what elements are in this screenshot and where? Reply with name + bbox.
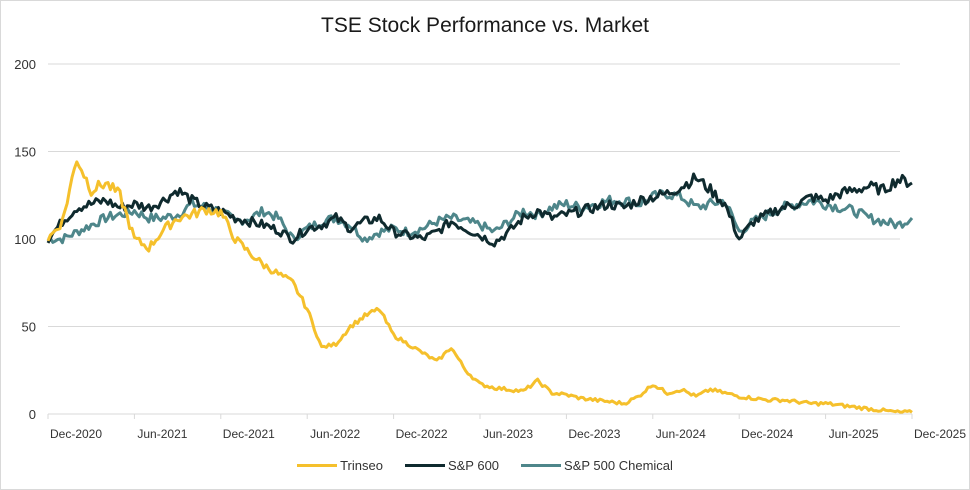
x-tick-label: Jun-2024 [656, 427, 706, 441]
series-line-trinseo [46, 160, 913, 414]
x-tick-label: Dec-2022 [396, 427, 448, 441]
legend-label-sp600: S&P 600 [447, 458, 500, 473]
x-tick-label: Dec-2025 [914, 427, 966, 441]
legend-label-trinseo: Trinseo [340, 458, 383, 473]
legend-item-trinseo: Trinseo [297, 458, 383, 473]
x-tick-label: Jun-2022 [310, 427, 360, 441]
x-tick-label: Dec-2020 [50, 427, 102, 441]
y-tick-label: 200 [14, 57, 36, 72]
x-tick-label: Jun-2021 [137, 427, 187, 441]
y-tick-label: 50 [22, 320, 36, 335]
x-tick-label: Dec-2024 [741, 427, 793, 441]
y-tick-label: 150 [14, 145, 36, 160]
y-tick-label: 100 [14, 232, 36, 247]
x-tick-label: Dec-2023 [568, 427, 620, 441]
x-tick-label: Jun-2023 [483, 427, 533, 441]
legend-swatch-sp500-chemical [521, 464, 562, 467]
legend-item-sp600: S&P 600 [404, 458, 500, 473]
y-tick-label: 0 [29, 407, 36, 422]
chart-legend: Trinseo S&P 600 S&P 500 Chemical [0, 458, 970, 473]
legend-item-sp500-chemical: S&P 500 Chemical [521, 458, 673, 473]
legend-swatch-sp600 [404, 464, 445, 467]
x-tick-label: Jun-2025 [829, 427, 879, 441]
x-tick-label: Dec-2021 [223, 427, 275, 441]
series-line-s-p-600 [46, 172, 913, 248]
legend-swatch-trinseo [297, 464, 338, 467]
legend-label-sp500-chemical: S&P 500 Chemical [564, 458, 673, 473]
chart-title: TSE Stock Performance vs. Market [321, 14, 649, 37]
